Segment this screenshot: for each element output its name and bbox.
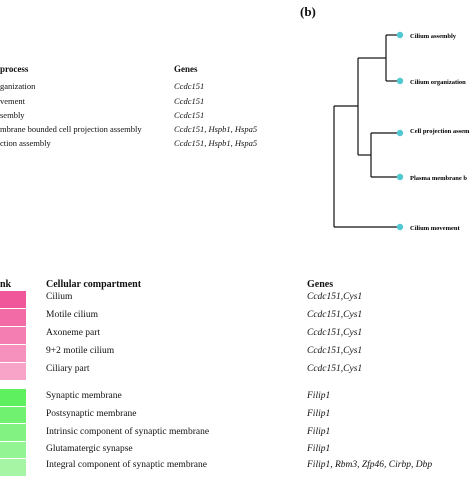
genes-cell: Filip1 [307,444,331,454]
leaf-label: Plasma membrane b [410,175,467,182]
compartment-cell: Cilium [46,292,73,302]
leaf-node [396,129,404,137]
compartment-cell: Postsynaptic membrane [46,409,137,419]
genes-header-c: Genes [307,279,334,290]
compartment-header: Cellular compartment [46,279,142,290]
process-row: sembly [0,110,25,120]
process-row: vement [0,96,26,106]
rank-swatch [0,309,26,327]
leaf-label: Cilium assembly [410,33,457,40]
compartment-cell: Integral component of synaptic membrane [46,460,207,470]
leaf-node [396,173,404,181]
rank-swatch [0,345,26,363]
genes-cell: Ccdc151,Cys1 [307,292,363,302]
compartment-cell: Synaptic membrane [46,391,122,401]
genes-cell: Ccdc151,Cys1 [307,346,363,356]
process-row: ction assembly [0,138,51,148]
leaf-node [396,31,404,39]
process-row: mbrane bounded cell projection assembly [0,124,142,134]
process-row: ganization [0,81,36,91]
genes-cell: Filip1 [307,427,331,437]
compartment-cell: Axoneme part [46,328,101,338]
genes-cell: Filip1 [307,391,331,401]
leaf-label: Cell projection assem [410,128,470,135]
genes-row: Ccdc151, Hspb1, Hspa5 [174,138,258,148]
genes-cell: Ccdc151,Cys1 [307,310,363,320]
compartment-cell: Ciliary part [46,364,90,374]
panel-b-label: (b) [300,4,316,19]
rank-swatch [0,327,26,345]
process-header: process [0,64,29,74]
genes-cell: Ccdc151,Cys1 [307,364,363,374]
leaf-label: Cilium organization [410,79,466,86]
dendrogram-branches [333,34,400,228]
compartment-cell: Motile cilium [46,310,98,320]
rank-swatch [0,424,26,442]
leaf-node [396,77,404,85]
compartment-cell: 9+2 motile cilium [46,346,115,356]
genes-row: Ccdc151 [174,81,205,91]
rank-swatch [0,389,26,407]
compartment-cell: Intrinsic component of synaptic membrane [46,427,210,437]
rank-swatch [0,363,26,381]
compartment-cell: Glutamatergic synapse [46,444,133,454]
leaf-label: Cilium movement [410,225,460,232]
genes-row: Ccdc151 [174,110,205,120]
rank-swatch [0,406,26,424]
dendrogram: Cilium assembly Cilium organization Cell… [333,31,470,232]
leaf-node [396,223,404,231]
rank-swatch [0,291,26,309]
genes-header-a: Genes [174,64,198,74]
rank-swatch [0,441,26,459]
genes-cell: Filip1, Rbm3, Zfp46, Cirbp, Dbp [307,460,433,470]
genes-row: Ccdc151 [174,96,205,106]
genes-cell: Ccdc151,Cys1 [307,328,363,338]
rank-header: nk [0,279,12,290]
genes-row: Ccdc151, Hspb1, Hspa5 [174,124,258,134]
genes-cell: Filip1 [307,409,331,419]
